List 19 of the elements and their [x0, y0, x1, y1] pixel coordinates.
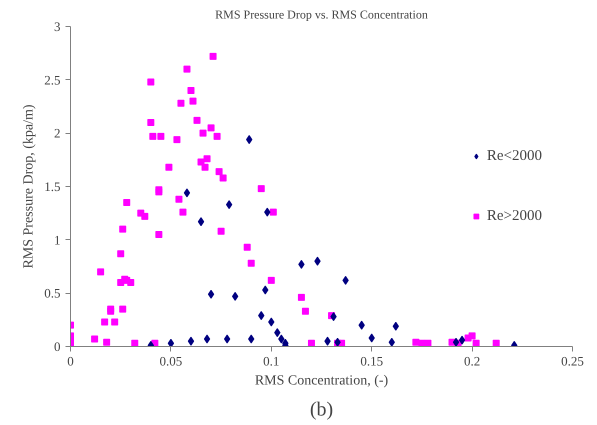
y-tick-label: 0	[54, 339, 60, 354]
x-tick-label: 0.1	[263, 354, 280, 368]
y-tick-label: 1	[54, 232, 60, 248]
chart-title: RMS Pressure Drop vs. RMS Concentration	[215, 8, 428, 22]
y-tick-label: 2	[54, 126, 60, 141]
x-axis-title: RMS Concentration, (-)	[254, 374, 389, 388]
y-tick-label: 3	[54, 19, 60, 34]
legend-label: Re>2000	[486, 208, 542, 224]
y-tick-label: 2.5	[44, 72, 60, 88]
y-axis-title: RMS Pressure Drop, (kpa/m)	[21, 104, 36, 269]
y-tick-label: 1.5	[44, 179, 60, 194]
x-tick-label: 0	[67, 354, 74, 368]
x-tick-label: 0.2	[464, 354, 480, 368]
x-tick-label: 0.25	[561, 354, 584, 368]
y-tick-label: 0.5	[44, 286, 60, 301]
x-tick-label: 0.05	[160, 354, 182, 368]
legend-label: Re<2000	[486, 148, 542, 164]
text: (b)	[310, 398, 334, 420]
x-tick-label: 0.15	[360, 354, 384, 368]
